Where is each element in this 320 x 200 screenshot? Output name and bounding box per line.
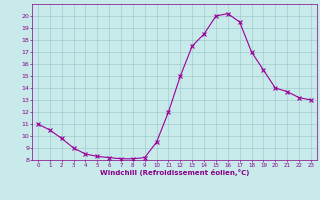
X-axis label: Windchill (Refroidissement éolien,°C): Windchill (Refroidissement éolien,°C) (100, 169, 249, 176)
